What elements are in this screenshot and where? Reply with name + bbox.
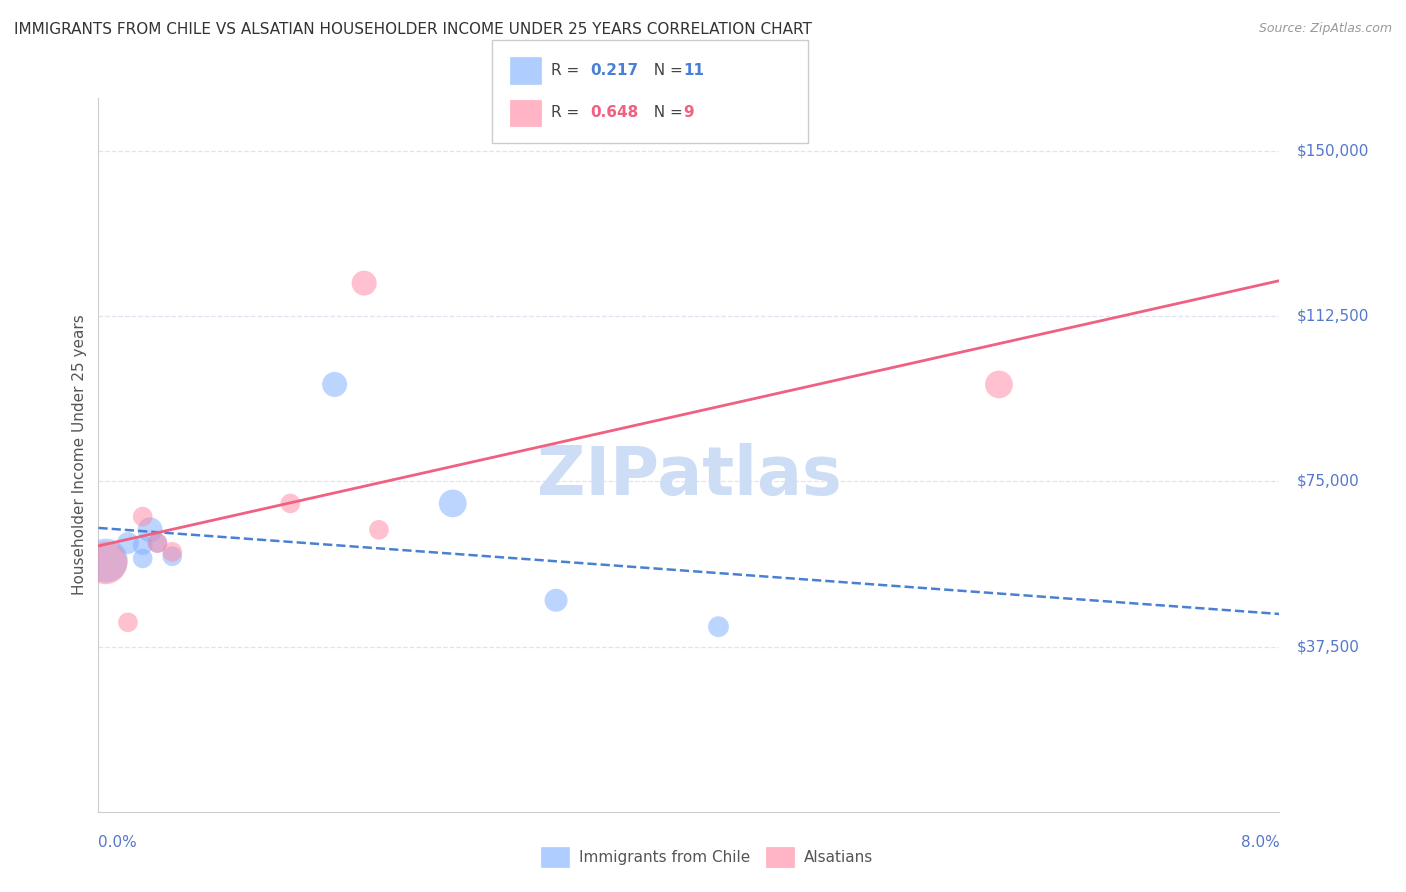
Text: $112,500: $112,500 (1298, 309, 1369, 324)
Point (162, 545, 183, 559)
Point (441, 496, 464, 510)
Point (707, 620, 730, 634)
Point (544, 593, 567, 607)
Y-axis label: Householder Income Under 25 years: Householder Income Under 25 years (72, 315, 87, 595)
Point (139, 523, 162, 537)
Point (132, 551, 155, 566)
Text: 0.0%: 0.0% (98, 836, 138, 850)
Point (117, 536, 139, 550)
Point (162, 549, 183, 564)
Text: R =: R = (551, 105, 585, 120)
Text: 8.0%: 8.0% (1240, 836, 1279, 850)
Text: 9: 9 (683, 105, 695, 120)
Text: $150,000: $150,000 (1298, 144, 1369, 159)
Text: N =: N = (644, 105, 688, 120)
Point (278, 496, 301, 510)
Point (146, 536, 169, 550)
Text: $37,500: $37,500 (1298, 639, 1360, 654)
Point (94, 554, 117, 568)
Point (94, 556, 117, 570)
Point (323, 377, 346, 392)
Point (367, 523, 389, 537)
Text: 0.648: 0.648 (591, 105, 638, 120)
Point (353, 276, 375, 290)
Text: $75,000: $75,000 (1298, 474, 1360, 489)
Text: N =: N = (644, 63, 688, 78)
Text: Immigrants from Chile: Immigrants from Chile (579, 850, 751, 864)
Text: R =: R = (551, 63, 585, 78)
Text: 0.217: 0.217 (591, 63, 638, 78)
Text: 11: 11 (683, 63, 704, 78)
Text: IMMIGRANTS FROM CHILE VS ALSATIAN HOUSEHOLDER INCOME UNDER 25 YEARS CORRELATION : IMMIGRANTS FROM CHILE VS ALSATIAN HOUSEH… (14, 22, 811, 37)
Point (146, 536, 169, 550)
Point (117, 615, 139, 630)
Point (987, 377, 1010, 392)
Text: ZIPatlas: ZIPatlas (537, 443, 841, 509)
Text: Alsatians: Alsatians (804, 850, 873, 864)
Point (132, 538, 155, 552)
Point (132, 509, 155, 524)
Text: Source: ZipAtlas.com: Source: ZipAtlas.com (1258, 22, 1392, 36)
